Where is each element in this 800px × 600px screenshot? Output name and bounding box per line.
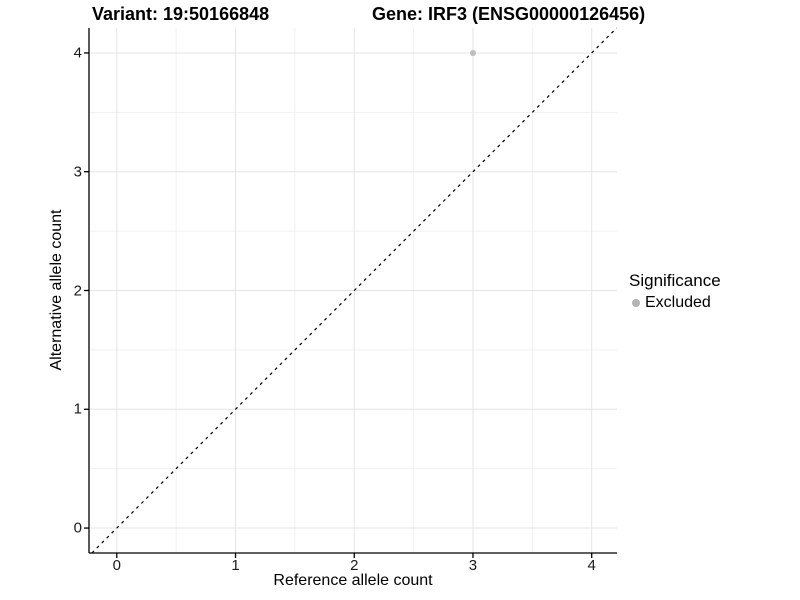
x-axis-title: Reference allele count <box>273 572 433 589</box>
x-tick-label: 0 <box>112 557 121 574</box>
y-tick-label: 0 <box>73 519 82 537</box>
legend-item-excluded: Excluded <box>632 294 721 312</box>
plot-title-variant: Variant: 19:50166848 <box>92 4 270 24</box>
x-tick-label: 3 <box>468 557 478 574</box>
x-tick-label: 2 <box>350 557 359 574</box>
plot-title-gene: Gene: IRF3 (ENSG00000126456) <box>372 4 646 24</box>
data-point-excluded <box>469 49 476 56</box>
y-tick-label: 2 <box>73 282 82 299</box>
y-tick-label: 4 <box>73 44 82 62</box>
y-axis-title: Alternative allele count <box>48 209 65 371</box>
x-tick-label: 4 <box>587 557 596 574</box>
legend-title: Significance <box>629 271 721 290</box>
x-tick-label: 1 <box>231 557 240 574</box>
legend: Significance Excluded <box>629 271 721 312</box>
y-tick-label: 1 <box>73 400 82 418</box>
identity-line <box>91 27 618 554</box>
y-tick-label: 3 <box>73 163 82 181</box>
legend-item-label: Excluded <box>645 294 711 311</box>
legend-point-swatch-icon <box>632 299 640 307</box>
